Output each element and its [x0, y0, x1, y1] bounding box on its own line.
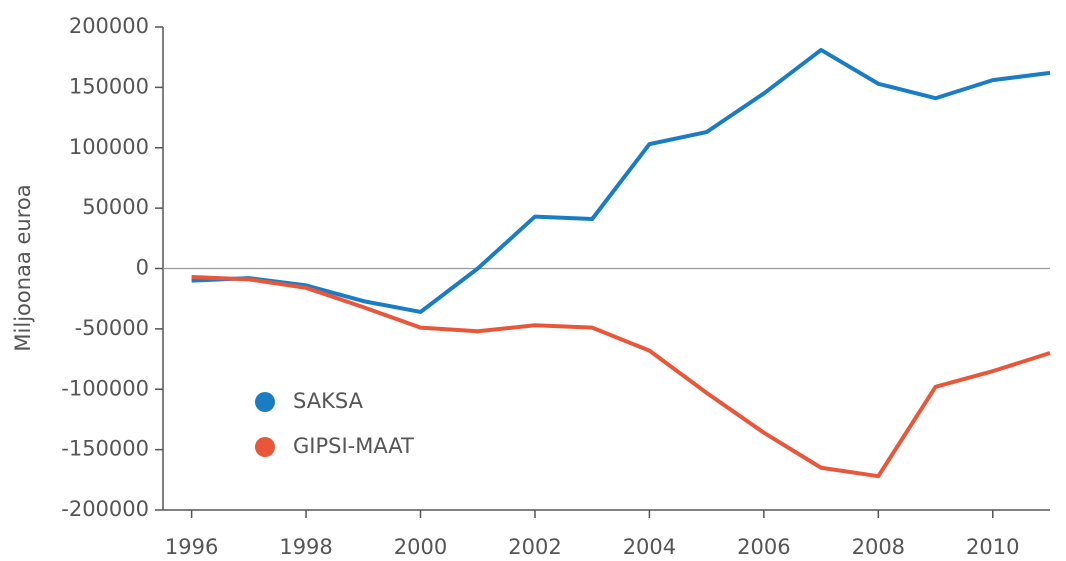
- legend-label: SAKSA: [293, 389, 364, 413]
- y-tick-label: 150000: [69, 74, 149, 98]
- x-tick-label: 1996: [165, 535, 218, 559]
- x-tick-label: 2006: [737, 535, 790, 559]
- x-tick-label: 2002: [508, 535, 561, 559]
- y-tick-label: 100000: [69, 135, 149, 159]
- y-axis-label: Miljoonaa euroa: [11, 184, 35, 351]
- y-tick-label: -50000: [75, 316, 149, 340]
- y-tick-label: -200000: [61, 497, 149, 521]
- y-tick-label: -100000: [61, 376, 149, 400]
- legend-label: GIPSI-MAAT: [293, 434, 414, 458]
- y-tick-label: -150000: [61, 437, 149, 461]
- x-tick-label: 2010: [966, 535, 1019, 559]
- y-tick-label: 200000: [69, 14, 149, 38]
- legend-marker: [255, 392, 275, 412]
- x-tick-label: 2004: [623, 535, 676, 559]
- series-line: [191, 274, 1051, 479]
- y-tick-label: 50000: [82, 195, 149, 219]
- y-tick-label: 0: [136, 256, 149, 280]
- x-tick-label: 1998: [279, 535, 332, 559]
- legend-marker: [255, 437, 275, 457]
- series-line: [191, 47, 1051, 314]
- x-tick-label: 2008: [852, 535, 905, 559]
- x-tick-label: 2000: [394, 535, 447, 559]
